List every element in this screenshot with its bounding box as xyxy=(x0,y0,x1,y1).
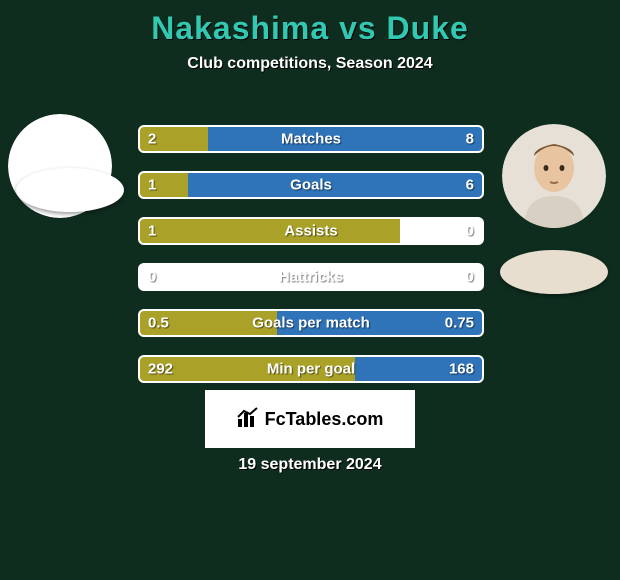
stat-value-left: 292 xyxy=(148,361,173,378)
stat-bar-right xyxy=(188,173,482,197)
stat-label: Min per goal xyxy=(267,361,355,378)
stat-row: Hattricks 0 0 xyxy=(138,263,484,291)
brand-badge: FcTables.com xyxy=(205,390,415,448)
stat-label: Matches xyxy=(281,131,341,148)
bar-chart-icon xyxy=(237,407,259,432)
stat-value-left: 1 xyxy=(148,177,156,194)
stat-row: Min per goal 292 168 xyxy=(138,355,484,383)
stat-value-right: 0.75 xyxy=(445,315,474,332)
stat-row: Assists 1 0 xyxy=(138,217,484,245)
stat-value-right: 6 xyxy=(466,177,474,194)
stat-label: Goals xyxy=(290,177,332,194)
stat-value-left: 0.5 xyxy=(148,315,169,332)
stat-value-right: 0 xyxy=(466,223,474,240)
stat-label: Hattricks xyxy=(279,269,343,286)
stat-row: Goals 1 6 xyxy=(138,171,484,199)
player-right-flag xyxy=(500,250,608,294)
stat-value-right: 168 xyxy=(449,361,474,378)
stat-label: Assists xyxy=(284,223,337,240)
avatar-face-icon xyxy=(502,124,606,228)
stat-row: Goals per match 0.5 0.75 xyxy=(138,309,484,337)
stat-value-right: 0 xyxy=(466,269,474,286)
stat-value-left: 1 xyxy=(148,223,156,240)
stat-value-left: 2 xyxy=(148,131,156,148)
stat-bar-right xyxy=(208,127,482,151)
page-subtitle: Club competitions, Season 2024 xyxy=(0,55,620,73)
player-left-flag xyxy=(16,168,124,212)
player-right-avatar xyxy=(502,124,606,228)
stat-value-right: 8 xyxy=(466,131,474,148)
page-title: Nakashima vs Duke xyxy=(0,0,620,47)
stat-row: Matches 2 8 xyxy=(138,125,484,153)
date-text: 19 september 2024 xyxy=(0,456,620,474)
stats-bars: Matches 2 8 Goals 1 6 Assists 1 0 Hattricks 0 0 Goal… xyxy=(138,125,484,401)
brand-text: FcTables.com xyxy=(265,409,384,430)
stat-label: Goals per match xyxy=(252,315,370,332)
stat-value-left: 0 xyxy=(148,269,156,286)
stat-bar-left xyxy=(140,219,400,243)
comparison-infographic: Nakashima vs Duke Club competitions, Sea… xyxy=(0,0,620,580)
